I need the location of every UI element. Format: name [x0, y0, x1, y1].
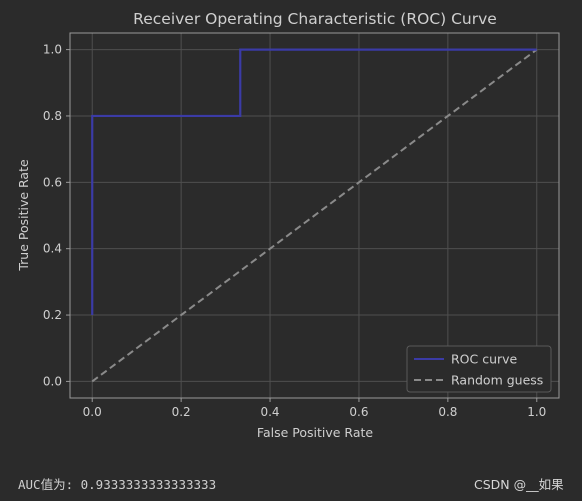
x-tick-label: 0.0 [83, 405, 102, 419]
y-axis-label: True Positive Rate [16, 159, 31, 272]
y-tick-label: 0.6 [43, 175, 62, 189]
chart-title: Receiver Operating Characteristic (ROC) … [133, 10, 497, 28]
auc-output-text: AUC值为: 0.9333333333333333 [18, 477, 217, 492]
axis-ticks: 0.0 0.2 0.4 0.6 0.8 1.0 0.0 0.2 0.4 0.6 0.8 1.0 [43, 43, 546, 419]
csdn-watermark: CSDN @__如果 [474, 477, 564, 492]
y-tick-label: 1.0 [43, 43, 62, 57]
x-tick-label: 1.0 [527, 405, 546, 419]
plot-series [91, 48, 538, 383]
x-tick-label: 0.4 [260, 405, 279, 419]
y-tick-label: 0.2 [43, 308, 62, 322]
random-guess-line [91, 48, 538, 383]
y-tick-label: 0.8 [43, 109, 62, 123]
x-tick-label: 0.2 [172, 405, 191, 419]
x-tick-label: 0.6 [349, 405, 368, 419]
x-axis-label: False Positive Rate [257, 425, 373, 440]
y-tick-label: 0.0 [43, 374, 62, 388]
legend: ROC curve Random guess [406, 345, 552, 393]
axes-frame [69, 32, 560, 399]
roc-chart: 0.0 0.2 0.4 0.6 0.8 1.0 0.0 0.2 0.4 0.6 0.8 1.0 Rec… [16, 10, 560, 440]
legend-label: Random guess [451, 373, 543, 388]
roc-curve-line [91, 48, 537, 316]
y-tick-label: 0.4 [43, 242, 62, 256]
legend-label: ROC curve [451, 352, 518, 367]
x-tick-label: 0.8 [438, 405, 457, 419]
